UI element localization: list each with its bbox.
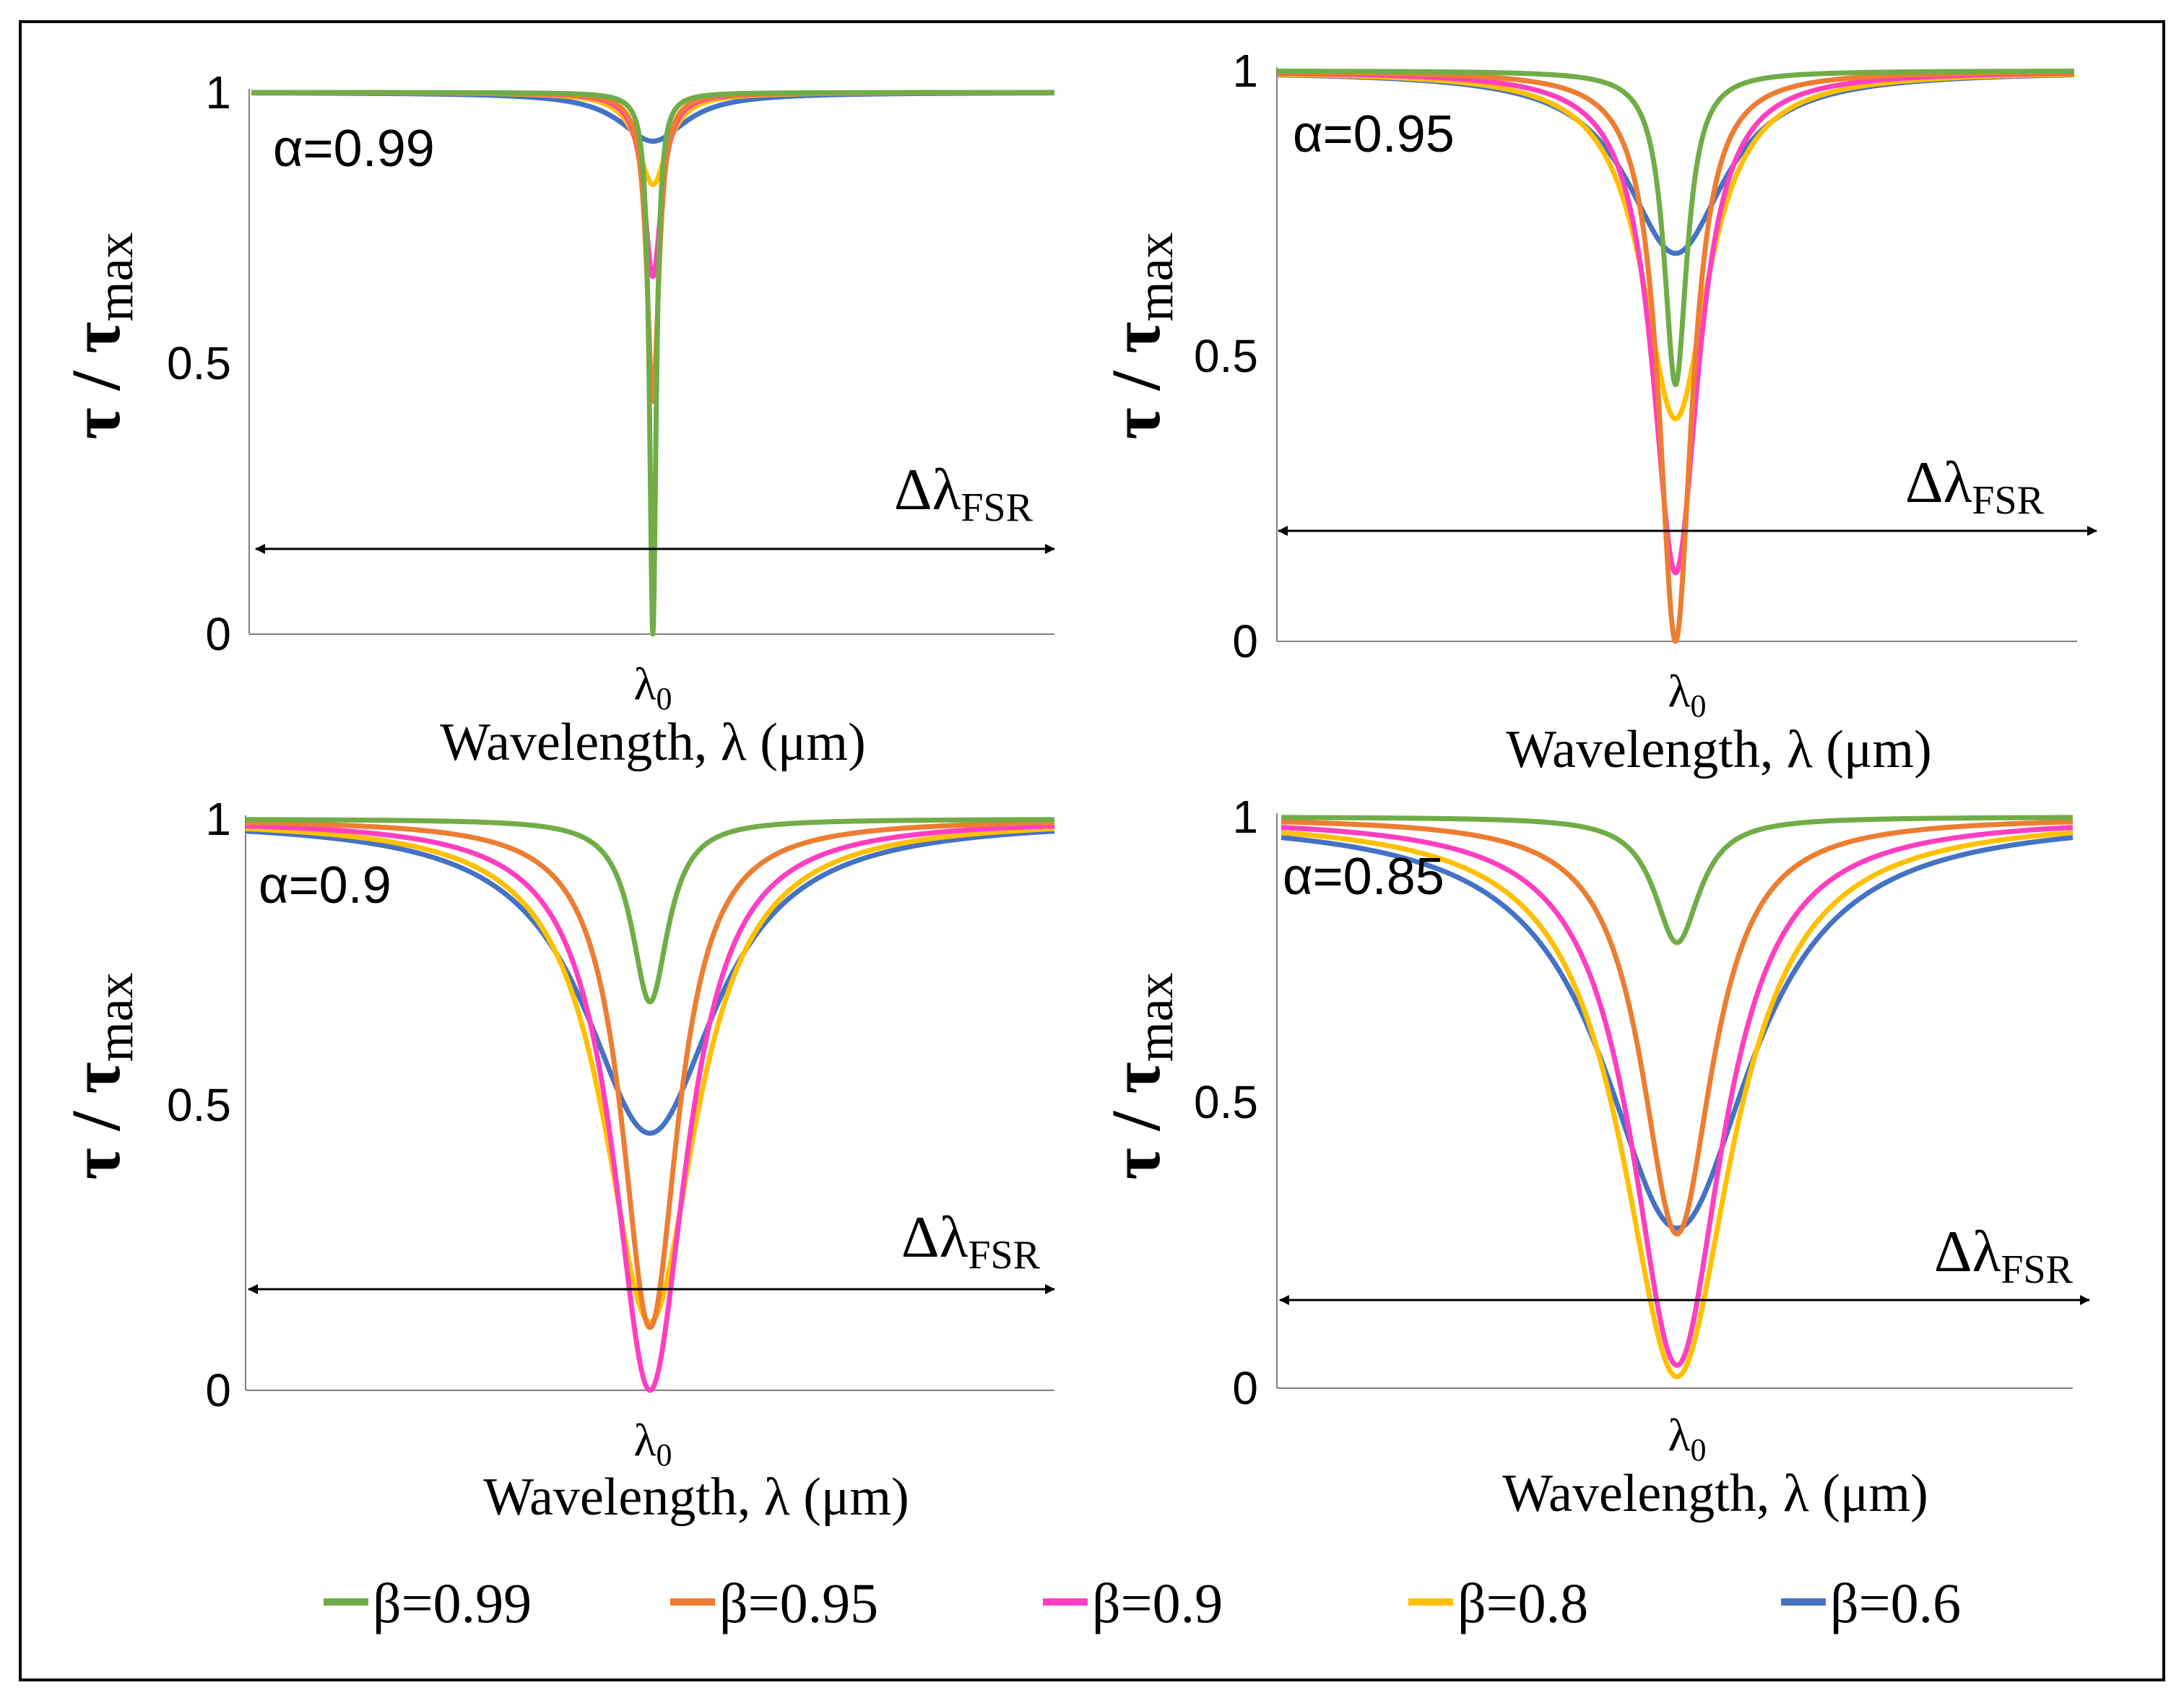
x-axis-label: Wavelength, λ (μm): [1506, 720, 1931, 779]
series-line-099: [243, 817, 1057, 1005]
legend-item: β=0.95: [670, 1572, 878, 1634]
x-tick-label: λ0: [633, 658, 672, 716]
x-tick-label: λ0: [633, 1414, 672, 1473]
x-axis-label: Wavelength, λ (μm): [440, 713, 865, 772]
series-line-09: [243, 823, 1057, 1393]
legend: β=0.99 β=0.95 β=0.9 β=0.8 β=0.6: [324, 1572, 1961, 1634]
y-tick-label: 0: [1232, 1362, 1258, 1414]
fsr-label: ΔλFSR: [894, 456, 1034, 530]
legend-label: β=0.9: [1092, 1572, 1223, 1634]
y-tick-label: 1: [205, 793, 231, 845]
fsr-label: ΔλFSR: [1905, 449, 2045, 523]
legend-label: β=0.95: [719, 1572, 878, 1634]
series-line-08: [243, 826, 1057, 1325]
alpha-annotation: α=0.95: [1293, 105, 1455, 163]
y-tick-label: 0: [205, 608, 231, 660]
legend-item: β=0.8: [1408, 1572, 1588, 1634]
series-line-06: [243, 828, 1057, 1136]
series-line-06: [1279, 835, 2075, 1231]
alpha-annotation: α=0.85: [1283, 848, 1444, 906]
series-line-08: [1279, 830, 2075, 1379]
x-tick-label: λ0: [1668, 1409, 1706, 1468]
y-tick-label: 1: [1232, 45, 1258, 97]
y-tick-label: 1: [1232, 791, 1258, 843]
series-line-095: [243, 820, 1057, 1330]
legend-item: β=0.9: [1043, 1572, 1223, 1634]
legend-item: β=0.6: [1781, 1572, 1961, 1634]
y-tick-label: 1: [205, 66, 231, 118]
figure-border: [19, 20, 2165, 1681]
y-axis-label: τ / τmax: [57, 972, 144, 1179]
series-line-099: [1279, 815, 2075, 945]
legend-item: β=0.99: [324, 1572, 532, 1634]
y-axis-label: τ / τmax: [1097, 972, 1184, 1179]
legend-label: β=0.8: [1457, 1572, 1588, 1634]
y-tick-label: 0.5: [167, 337, 231, 389]
y-tick-label: 0.5: [1194, 1076, 1258, 1128]
y-tick-label: 0: [1232, 615, 1258, 667]
y-axis-label: τ / τmax: [57, 232, 144, 439]
y-tick-label: 0.5: [1194, 330, 1258, 382]
y-tick-label: 0.5: [167, 1079, 231, 1131]
fsr-label: ΔλFSR: [901, 1204, 1041, 1278]
series-line-099: [249, 90, 1057, 637]
legend-label: β=0.99: [373, 1572, 532, 1634]
x-tick-label: λ0: [1668, 665, 1706, 724]
fsr-label: ΔλFSR: [1934, 1218, 2074, 1292]
series-line-09: [1279, 825, 2075, 1368]
y-tick-label: 0: [205, 1364, 231, 1416]
alpha-annotation: α=0.99: [273, 120, 435, 178]
series-line-095: [1279, 819, 2075, 1236]
legend-label: β=0.6: [1830, 1572, 1961, 1634]
alpha-annotation: α=0.9: [259, 857, 391, 914]
x-axis-label: Wavelength, λ (μm): [483, 1468, 909, 1527]
series-line-099: [1275, 69, 2076, 387]
x-axis-label: Wavelength, λ (μm): [1502, 1464, 1928, 1523]
y-axis-label: τ / τmax: [1097, 232, 1184, 439]
